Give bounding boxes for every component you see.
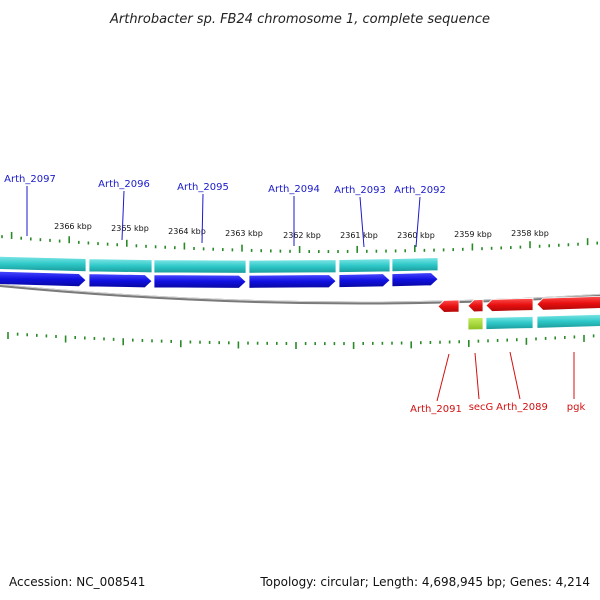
forward-gene-bar — [338, 258, 391, 273]
tick-label: 2365 kbp — [111, 224, 149, 233]
reverse-gene-labels: Arth_2091 secG Arth_2089 pgk — [410, 351, 586, 415]
forward-cds-arrow — [248, 274, 337, 289]
forward-cds-arrow — [88, 273, 153, 289]
forward-cds-arrow — [0, 270, 87, 288]
reverse-gene-label: secG — [469, 402, 494, 413]
reverse-gene-label: Arth_2091 — [410, 404, 462, 415]
gene-label-leader — [121, 190, 125, 241]
forward-cds-arrow — [391, 272, 439, 288]
forward-gene-bar — [248, 259, 337, 274]
reverse-gene-label: pgk — [567, 402, 586, 413]
tick-label: 2360 kbp — [397, 231, 435, 240]
reverse-cds-arrow — [536, 296, 600, 311]
forward-gene-bar — [391, 257, 439, 273]
reverse-cds-arrow — [467, 299, 484, 313]
tick-label: 2361 kbp — [340, 231, 378, 240]
gene-label-leader — [436, 353, 450, 402]
reverse-gene-label: Arth_2089 — [496, 402, 548, 413]
gene-label-leader — [201, 193, 204, 244]
forward-strand-genes — [0, 255, 439, 289]
forward-gene-bar — [88, 258, 153, 274]
forward-gene-label: Arth_2093 — [334, 185, 386, 196]
reverse-cds-arrow — [437, 299, 460, 313]
reverse-cds-arrow — [485, 297, 534, 312]
map-title: Arthrobacter sp. FB24 chromosome 1, comp… — [109, 12, 490, 27]
gene-label-leader — [509, 351, 521, 400]
reverse-gene-bar — [467, 317, 484, 331]
reverse-gene-bar — [485, 315, 534, 330]
forward-cds-arrow — [338, 273, 391, 288]
gene-label-leader — [474, 352, 480, 400]
tick-label: 2362 kbp — [283, 231, 321, 240]
gene-label-leader — [359, 196, 365, 248]
forward-cds-arrow — [153, 274, 247, 289]
forward-gene-labels: Arth_2097 Arth_2096 Arth_2095 Arth_2094 Arth… — [4, 174, 446, 248]
forward-gene-bar — [153, 259, 247, 274]
tick-labels: 2366 kbp 2365 kbp 2364 kbp 2363 kbp 2362 kbp… — [54, 222, 549, 240]
forward-gene-label: Arth_2095 — [177, 182, 229, 193]
accession-text: Accession: NC_008541 — [9, 575, 145, 589]
tick-label: 2359 kbp — [454, 230, 492, 239]
tick-label: 2358 kbp — [511, 229, 549, 238]
reverse-gene-bar — [536, 313, 600, 329]
forward-gene-bar — [0, 255, 87, 273]
forward-gene-label: Arth_2096 — [98, 179, 150, 190]
tick-label: 2366 kbp — [54, 222, 92, 231]
forward-gene-label: Arth_2097 — [4, 174, 56, 185]
genome-summary-text: Topology: circular; Length: 4,698,945 bp… — [259, 575, 590, 589]
tick-marks-outer — [1, 231, 599, 254]
reverse-strand-genes — [437, 296, 600, 331]
forward-gene-label: Arth_2092 — [394, 185, 446, 196]
tick-label: 2364 kbp — [168, 227, 206, 236]
tick-label: 2363 kbp — [225, 229, 263, 238]
tick-marks-inner — [7, 332, 595, 350]
forward-gene-label: Arth_2094 — [268, 184, 320, 195]
gene-label-leader — [415, 196, 421, 248]
